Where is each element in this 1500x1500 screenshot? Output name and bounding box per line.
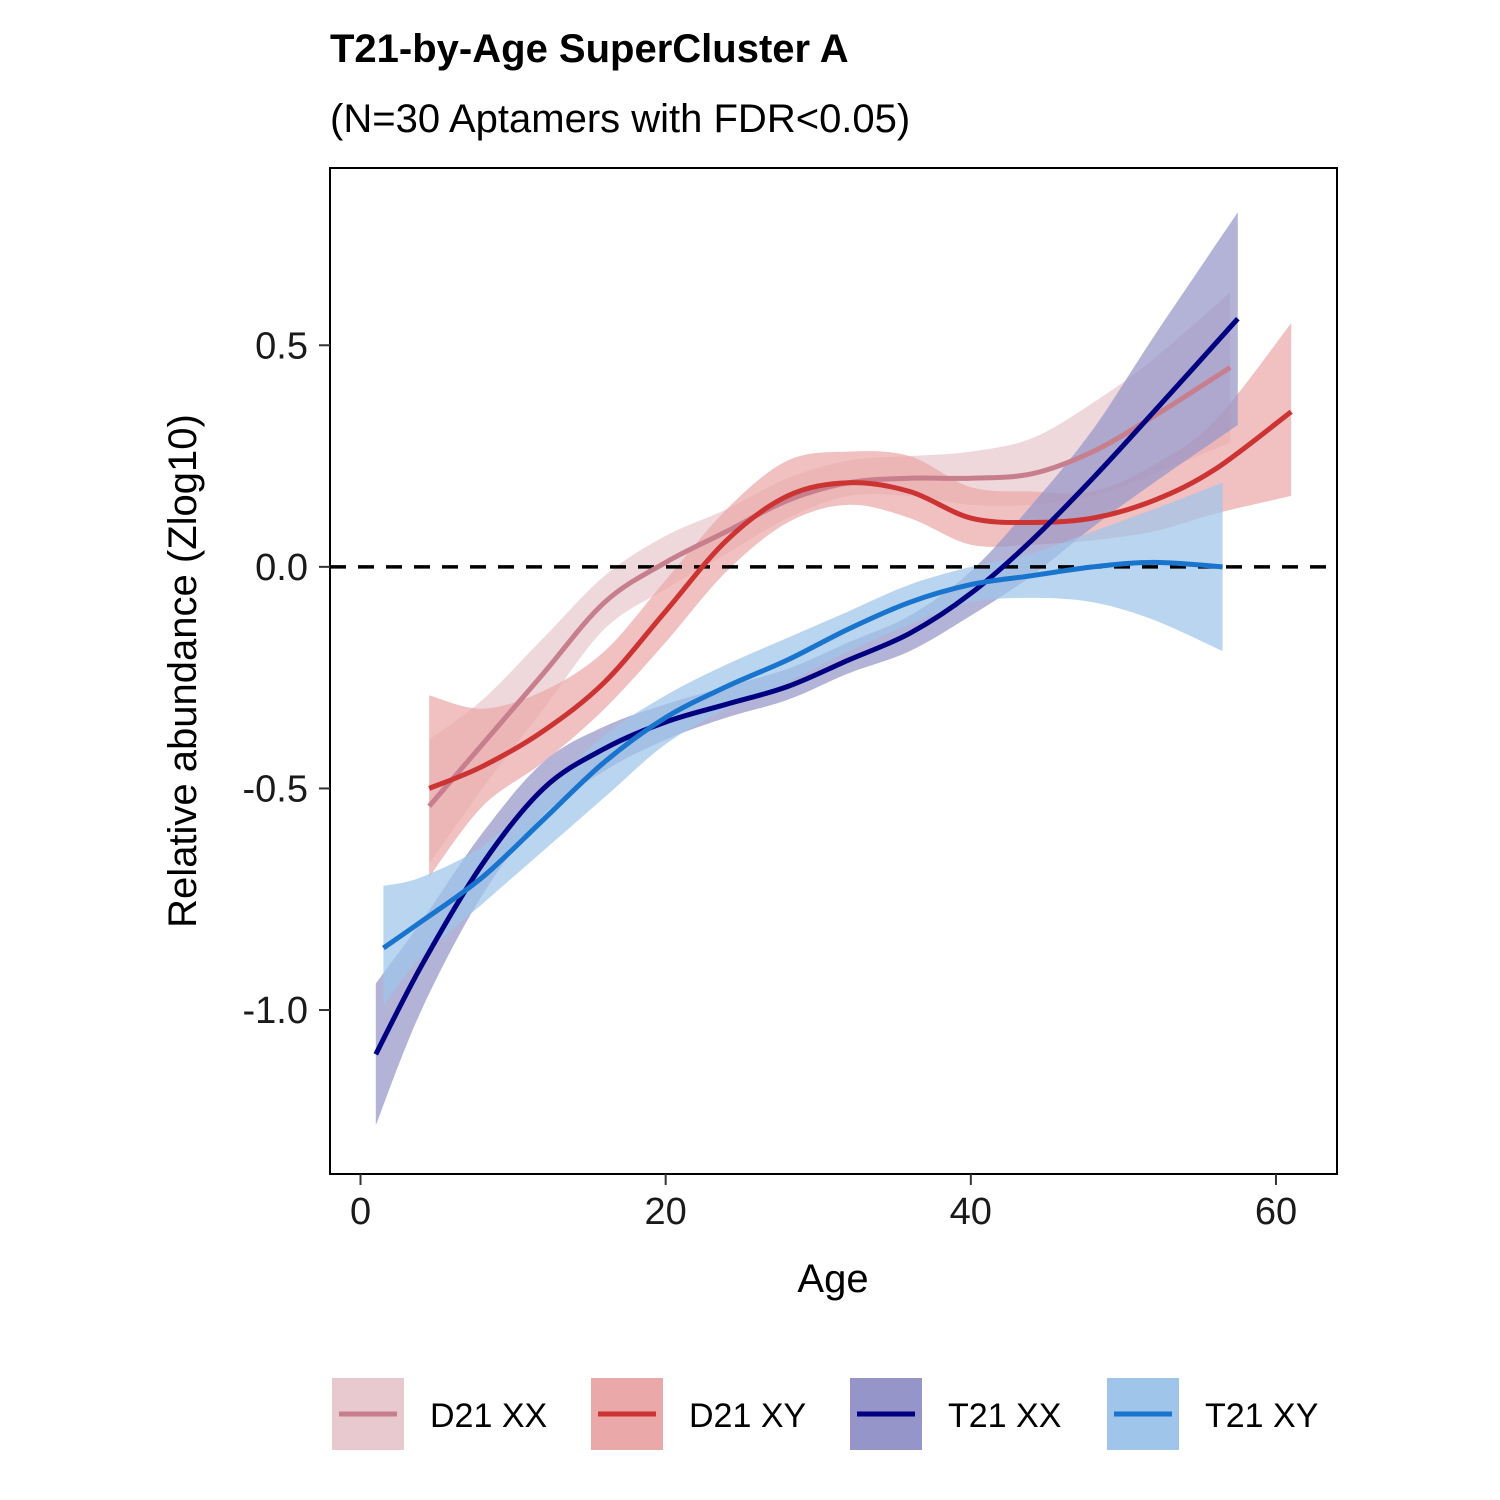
legend-item-t21-xy: T21 XY bbox=[1107, 1378, 1318, 1450]
line-t21-xx bbox=[373, 317, 1240, 1056]
y-axis-title: Relative abundance (Zlog10) bbox=[161, 414, 205, 928]
legend-label: D21 XY bbox=[689, 1397, 806, 1435]
chart-subtitle: (N=30 Aptamers with FDR<0.05) bbox=[330, 97, 910, 141]
plot-border bbox=[329, 167, 1338, 1175]
x-tick-label: 20 bbox=[645, 1191, 687, 1233]
x-tick-label: 40 bbox=[950, 1191, 992, 1233]
y-axis: 0.5 0.0 -0.5 -1.0 bbox=[243, 325, 330, 1032]
legend-item-d21-xx: D21 XX bbox=[332, 1378, 547, 1450]
legend-label: T21 XX bbox=[948, 1397, 1061, 1435]
y-tick-label: 0.5 bbox=[255, 325, 308, 367]
line-t21-xy bbox=[381, 559, 1223, 951]
x-tick-label: 0 bbox=[350, 1191, 371, 1233]
band-t21-xy bbox=[383, 482, 1223, 1006]
plot-area bbox=[329, 167, 1338, 1175]
confidence-bands bbox=[375, 212, 1292, 1126]
line-d21-xx bbox=[427, 365, 1232, 808]
chart-title: T21-by-Age SuperCluster A bbox=[330, 27, 849, 71]
legend-label: T21 XY bbox=[1205, 1397, 1318, 1435]
x-axis: 0 20 40 60 bbox=[350, 1174, 1297, 1233]
x-axis-title: Age bbox=[797, 1257, 868, 1301]
legend-label: D21 XX bbox=[430, 1397, 547, 1435]
y-tick-label: -0.5 bbox=[243, 768, 308, 810]
legend: D21 XX D21 XY T21 XX T21 XY bbox=[332, 1378, 1318, 1450]
legend-item-d21-xy: D21 XY bbox=[591, 1378, 806, 1450]
series-lines bbox=[373, 317, 1293, 1056]
line-d21-xy bbox=[428, 409, 1293, 791]
x-tick-label: 60 bbox=[1255, 1191, 1297, 1233]
legend-item-t21-xx: T21 XX bbox=[850, 1378, 1061, 1450]
y-tick-label: -1.0 bbox=[243, 990, 308, 1032]
y-tick-label: 0.0 bbox=[255, 547, 308, 589]
